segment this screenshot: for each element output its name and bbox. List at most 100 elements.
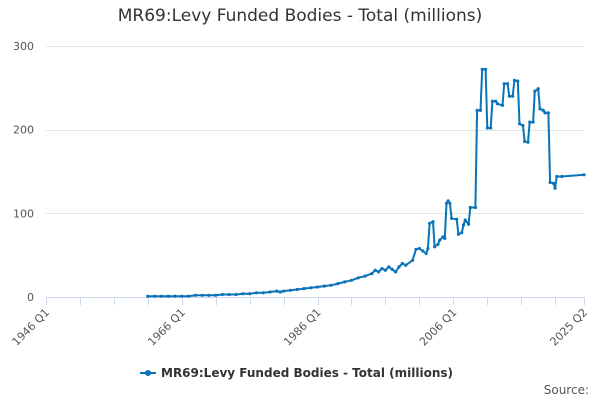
data-point	[180, 294, 184, 298]
data-point	[467, 222, 471, 226]
data-point	[546, 111, 551, 115]
data-point	[383, 268, 387, 272]
data-point	[424, 251, 428, 256]
data-point	[436, 242, 440, 246]
data-point	[485, 126, 489, 130]
data-point	[463, 218, 467, 222]
data-point	[560, 174, 564, 179]
data-point	[380, 267, 384, 271]
data-point	[261, 291, 265, 295]
legend[interactable]: MR69:Levy Funded Bodies - Total (million…	[140, 366, 453, 380]
data-point	[166, 294, 170, 298]
data-point	[302, 287, 306, 291]
data-point	[533, 89, 537, 93]
x-tick-label: 2025 Q2	[548, 306, 591, 349]
data-point	[241, 292, 245, 296]
data-point	[484, 67, 488, 71]
y-tick-label: 100	[13, 207, 34, 220]
data-point	[478, 108, 483, 112]
data-point	[502, 82, 506, 86]
data-point	[433, 245, 437, 249]
data-point	[551, 181, 556, 185]
x-tick-label: 1986 Q1	[281, 306, 324, 349]
data-point	[349, 278, 354, 282]
data-point	[234, 292, 238, 297]
data-point	[444, 201, 449, 205]
data-point	[400, 261, 404, 266]
data-point	[473, 205, 477, 210]
data-point	[356, 276, 360, 280]
data-point	[329, 283, 333, 287]
data-point	[411, 258, 415, 262]
data-point	[254, 291, 258, 295]
source-credit[interactable]: Source:	[544, 383, 589, 397]
data-point	[431, 220, 435, 224]
data-point	[536, 87, 540, 91]
data-point	[538, 107, 542, 111]
x-tick-label: 1966 Q1	[145, 306, 188, 349]
data-point	[438, 238, 442, 242]
data-point	[288, 288, 292, 292]
data-point	[582, 173, 586, 177]
data-point	[417, 246, 421, 251]
data-point	[460, 231, 464, 235]
data-point	[475, 108, 479, 112]
data-point	[414, 247, 418, 251]
data-point	[528, 120, 532, 124]
data-point	[548, 180, 552, 184]
data-point	[480, 67, 484, 71]
data-point	[543, 111, 547, 115]
data-point	[309, 286, 313, 290]
data-point	[507, 94, 511, 98]
data-point	[523, 139, 527, 143]
data-point	[363, 274, 367, 278]
data-point	[282, 289, 286, 293]
data-point	[278, 290, 282, 294]
data-point	[495, 102, 499, 106]
data-point	[461, 223, 466, 227]
data-point	[531, 120, 535, 124]
data-point	[404, 263, 408, 267]
data-point	[173, 294, 177, 298]
data-point	[275, 289, 279, 293]
data-point	[187, 294, 191, 298]
data-point	[227, 292, 231, 297]
data-point	[421, 249, 425, 253]
data-point	[428, 221, 432, 225]
data-point	[153, 294, 157, 298]
data-point	[343, 280, 347, 284]
legend-item[interactable]: MR69:Levy Funded Bodies - Total (million…	[140, 366, 453, 380]
data-point	[512, 78, 517, 82]
data-point	[443, 236, 447, 240]
data-point	[336, 282, 340, 286]
data-point	[506, 82, 510, 86]
data-point	[500, 103, 505, 107]
data-point	[315, 285, 320, 289]
data-point	[370, 272, 374, 276]
data-point	[268, 290, 272, 294]
data-point	[207, 293, 211, 297]
data-point	[248, 292, 252, 296]
legend-marker-symbol	[145, 370, 151, 376]
data-point	[295, 287, 299, 292]
data-point	[373, 268, 377, 272]
x-tick-label: 2006 Q1	[417, 306, 460, 349]
data-point	[159, 294, 163, 298]
data-point	[516, 79, 520, 83]
data-point	[426, 246, 430, 251]
data-point	[220, 292, 225, 297]
data-point	[390, 267, 394, 271]
legend-label: MR69:Levy Funded Bodies - Total (million…	[161, 366, 453, 380]
data-point	[468, 205, 472, 210]
data-point	[555, 174, 559, 179]
data-point	[541, 108, 545, 112]
data-point	[494, 99, 498, 103]
x-axis: 1946 Q1 1966 Q1 1986 Q1 2006 Q1 2025 Q2	[10, 297, 591, 349]
data-point	[511, 94, 515, 98]
data-point	[322, 284, 326, 288]
data-point	[517, 122, 522, 126]
data-point	[521, 123, 525, 128]
data-point	[394, 270, 398, 274]
data-point	[448, 201, 452, 205]
